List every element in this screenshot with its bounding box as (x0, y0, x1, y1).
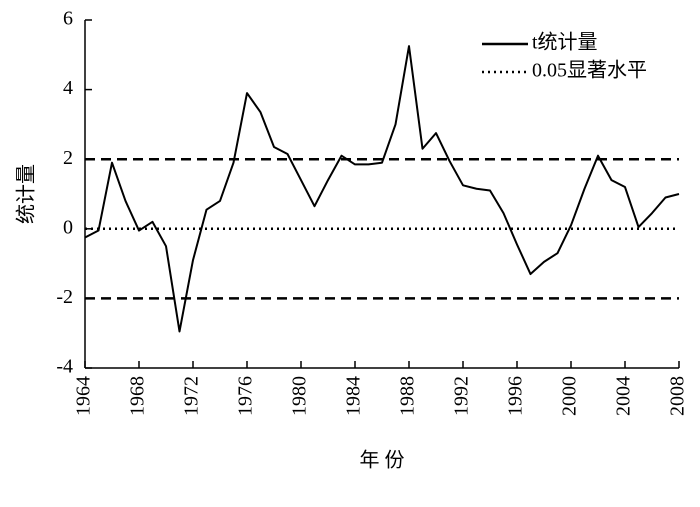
x-tick-label: 1964 (73, 376, 95, 416)
x-tick-label: 1988 (397, 376, 419, 416)
y-axis-label: 统计量 (15, 164, 38, 224)
x-tick-label: 1976 (235, 376, 257, 416)
legend-label: 0.05显著水平 (532, 59, 647, 82)
y-tick-label: -4 (56, 356, 73, 378)
x-tick-label: 1996 (505, 376, 527, 416)
x-tick-label: 1972 (181, 376, 203, 416)
x-tick-label: 1968 (127, 376, 149, 416)
y-tick-label: -2 (56, 286, 73, 308)
x-tick-label: 1984 (343, 376, 365, 416)
data-line (84, 45, 680, 333)
x-tick-label: 2004 (613, 376, 635, 416)
legend-label: t统计量 (532, 31, 598, 54)
x-axis-label: 年 份 (360, 449, 405, 472)
y-tick-label: 4 (63, 77, 73, 99)
x-tick-label: 2008 (667, 376, 689, 416)
y-tick-label: 2 (63, 147, 73, 169)
x-tick-label: 2000 (559, 376, 581, 416)
y-tick-label: 0 (63, 216, 73, 238)
x-tick-label: 1992 (451, 376, 473, 416)
x-tick-label: 1980 (289, 376, 311, 416)
y-tick-label: 6 (63, 8, 73, 30)
